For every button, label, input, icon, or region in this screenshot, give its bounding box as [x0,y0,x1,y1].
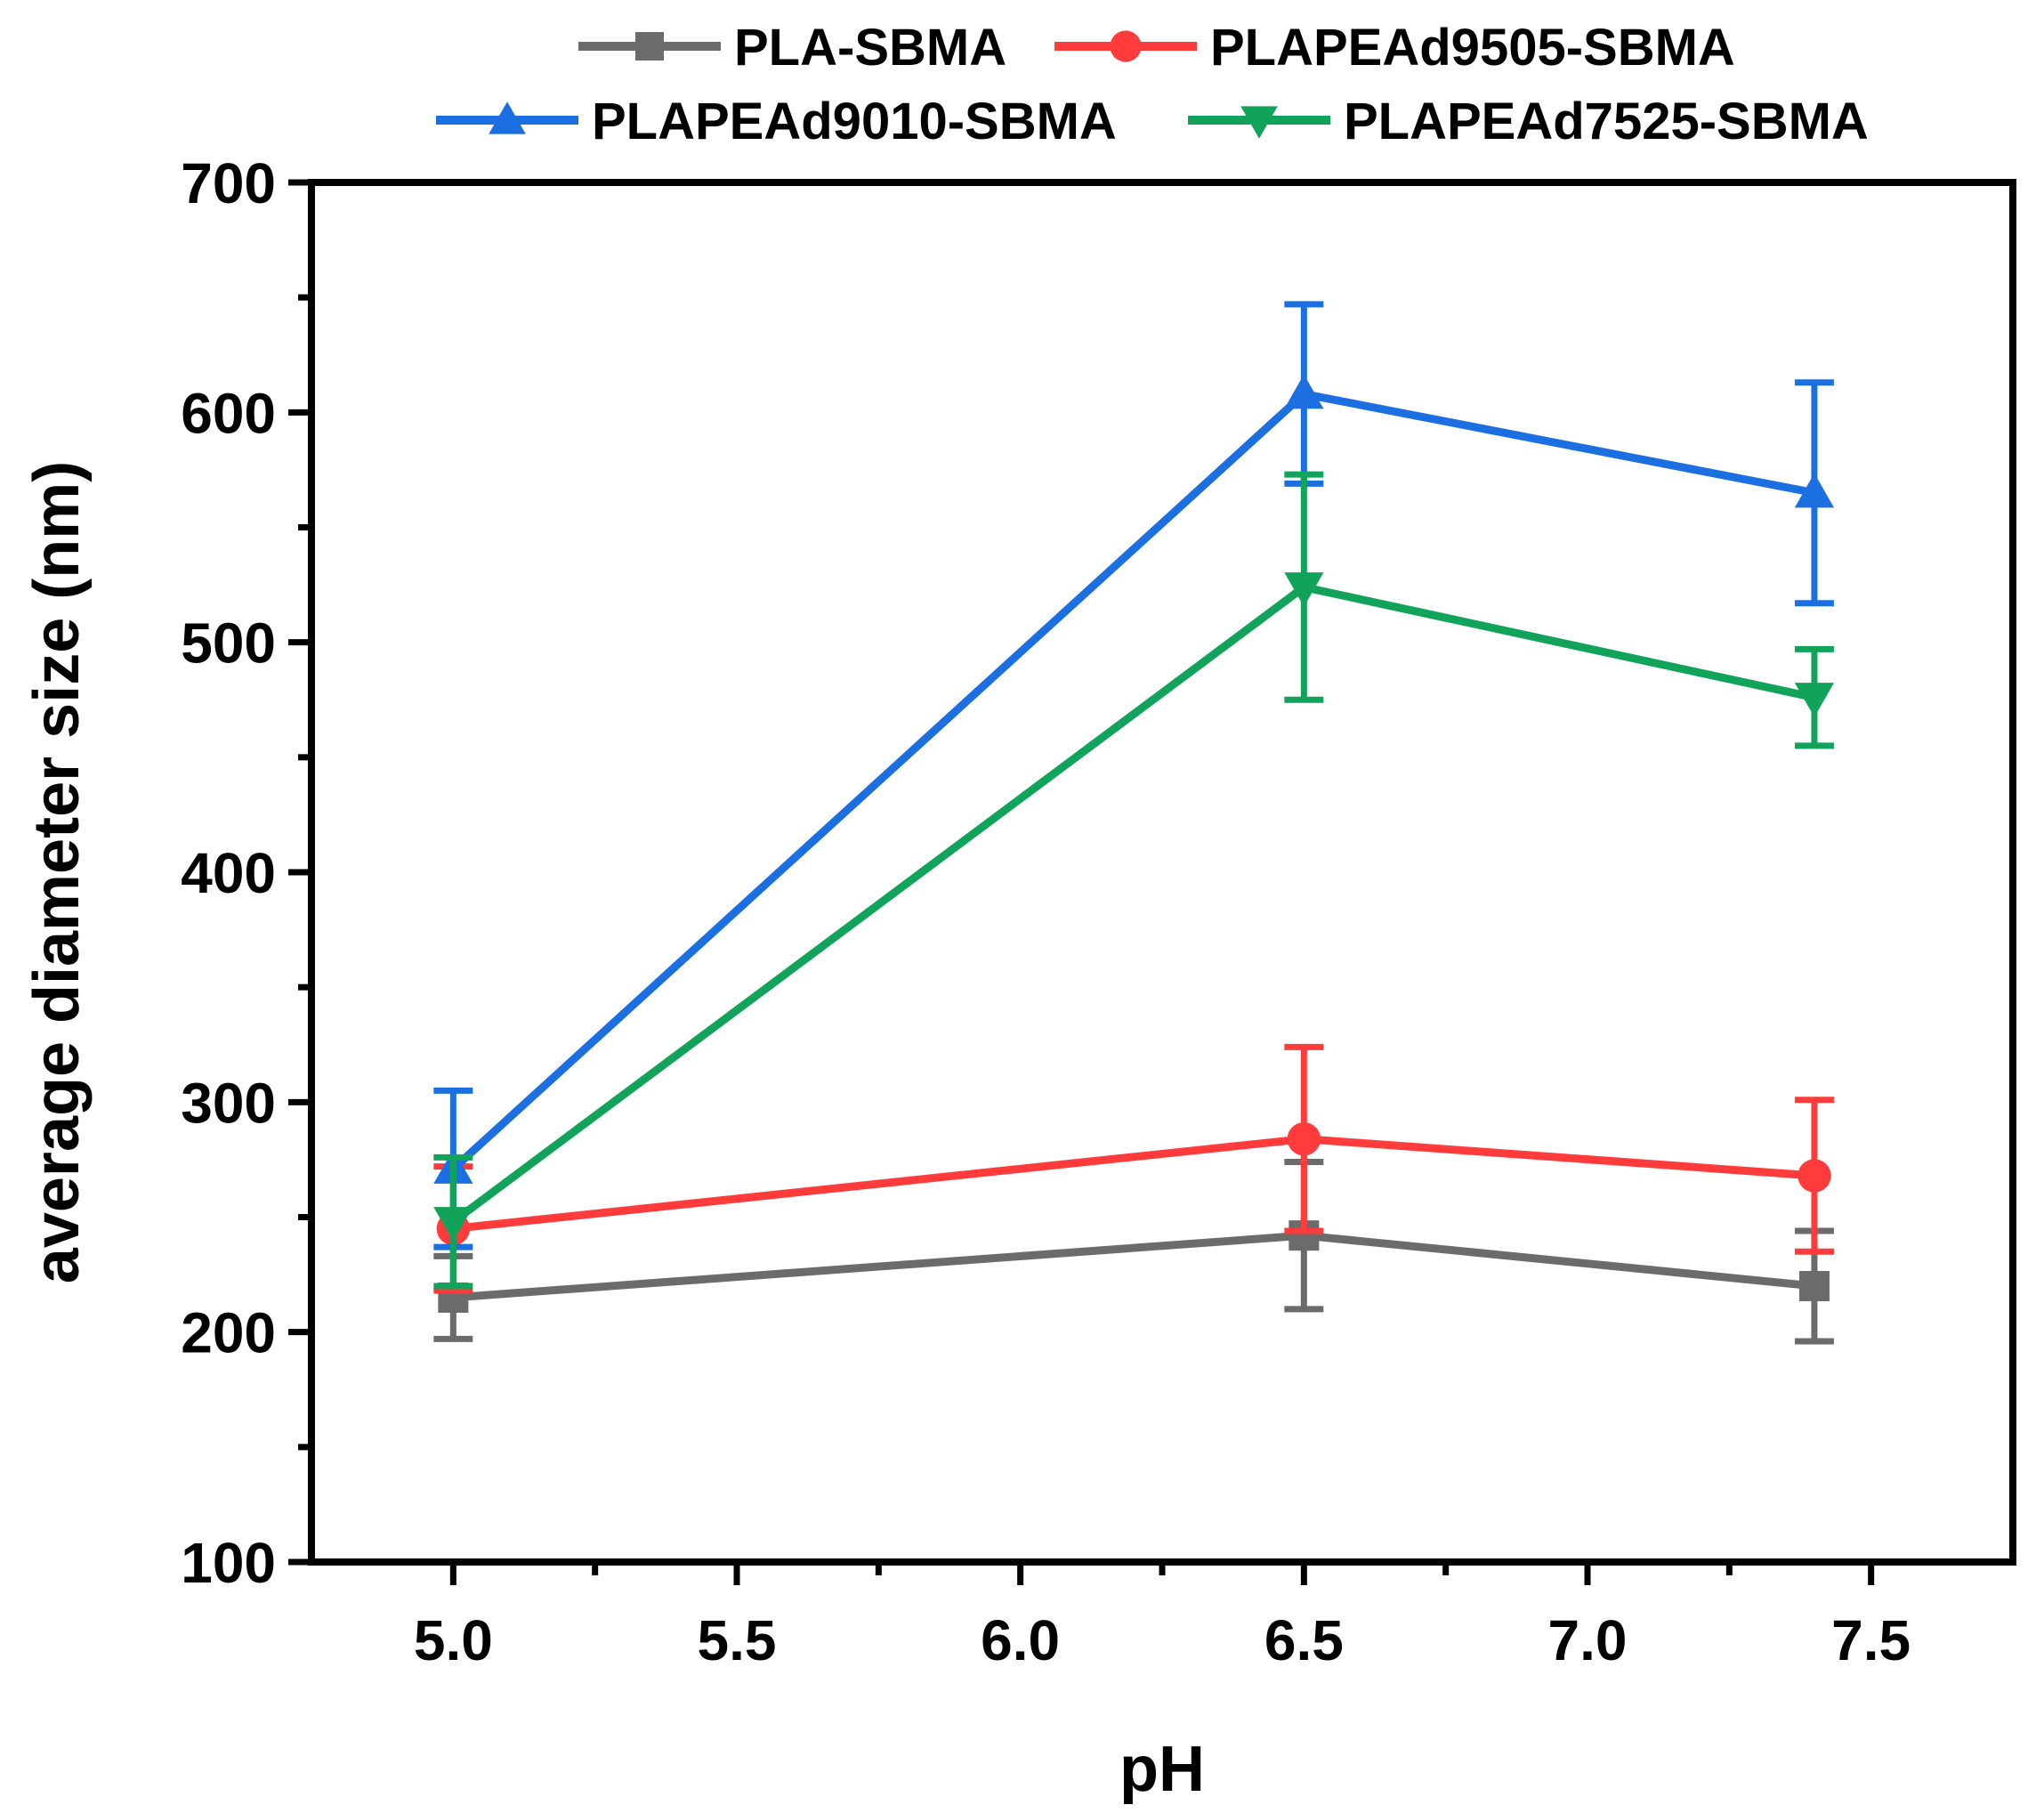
plot-series [433,301,1835,1345]
legend-label: PLAPEAd9010-SBMA [592,93,1117,150]
data-point [1284,572,1324,607]
y-tick-label: 500 [181,611,276,676]
plot-frame [308,179,2016,1566]
legend-marker [1240,106,1278,139]
series-plapead9010-sbma [433,301,1835,1250]
x-tick-label: 7.0 [1548,1608,1628,1672]
y-axis-title: average diameter size (nm) [21,461,93,1283]
y-tick-label: 700 [181,151,276,215]
y-tick-label: 100 [181,1531,276,1595]
data-point [1798,1271,1830,1301]
y-axis: 100 200 300 400 500 600 700 [181,151,311,1595]
x-axis: 5.0 5.5 6.0 6.5 7.0 7.5 [414,1562,1911,1672]
legend-item: PLAPEAd7525-SBMA [1188,93,1869,150]
series-line [450,390,1815,1172]
series-plapead7525-sbma [433,471,1835,1290]
series-pla-sbma [433,1159,1834,1345]
legend-marker [1110,30,1142,62]
legend-marker [489,101,526,134]
series-line [452,1135,1815,1233]
x-tick-label: 7.5 [1831,1608,1911,1672]
x-tick-label: 6.0 [981,1608,1060,1672]
data-point [1284,374,1324,409]
data-point [1798,1159,1831,1193]
y-tick-label: 600 [181,381,276,445]
data-point [433,1207,473,1242]
y-tick-label: 200 [181,1301,276,1365]
legend-marker [635,32,664,61]
data-point [1794,473,1835,508]
series-line [453,1231,1815,1302]
x-tick-label: 6.5 [1264,1608,1344,1672]
legend-label: PLA-SBMA [734,19,1006,77]
legend-item: PLAPEAd9505-SBMA [1054,19,1735,77]
y-tick-label: 400 [181,841,276,905]
series-line [450,583,1815,1226]
legend-label: PLAPEAd7525-SBMA [1344,93,1869,150]
data-point [1287,1121,1321,1156]
legend-label: PLAPEAd9505-SBMA [1210,19,1735,77]
legend: PLA-SBMA PLAPEAd9505-SBMA PLAPEAd9010-SBMA… [436,19,1869,150]
x-tick-label: 5.5 [698,1608,777,1672]
legend-item: PLAPEAd9010-SBMA [436,93,1117,150]
data-point [1794,683,1835,717]
y-tick-label: 300 [181,1071,276,1135]
legend-item: PLA-SBMA [578,19,1006,77]
x-tick-label: 5.0 [414,1608,493,1672]
x-axis-title: pH [1119,1734,1205,1805]
